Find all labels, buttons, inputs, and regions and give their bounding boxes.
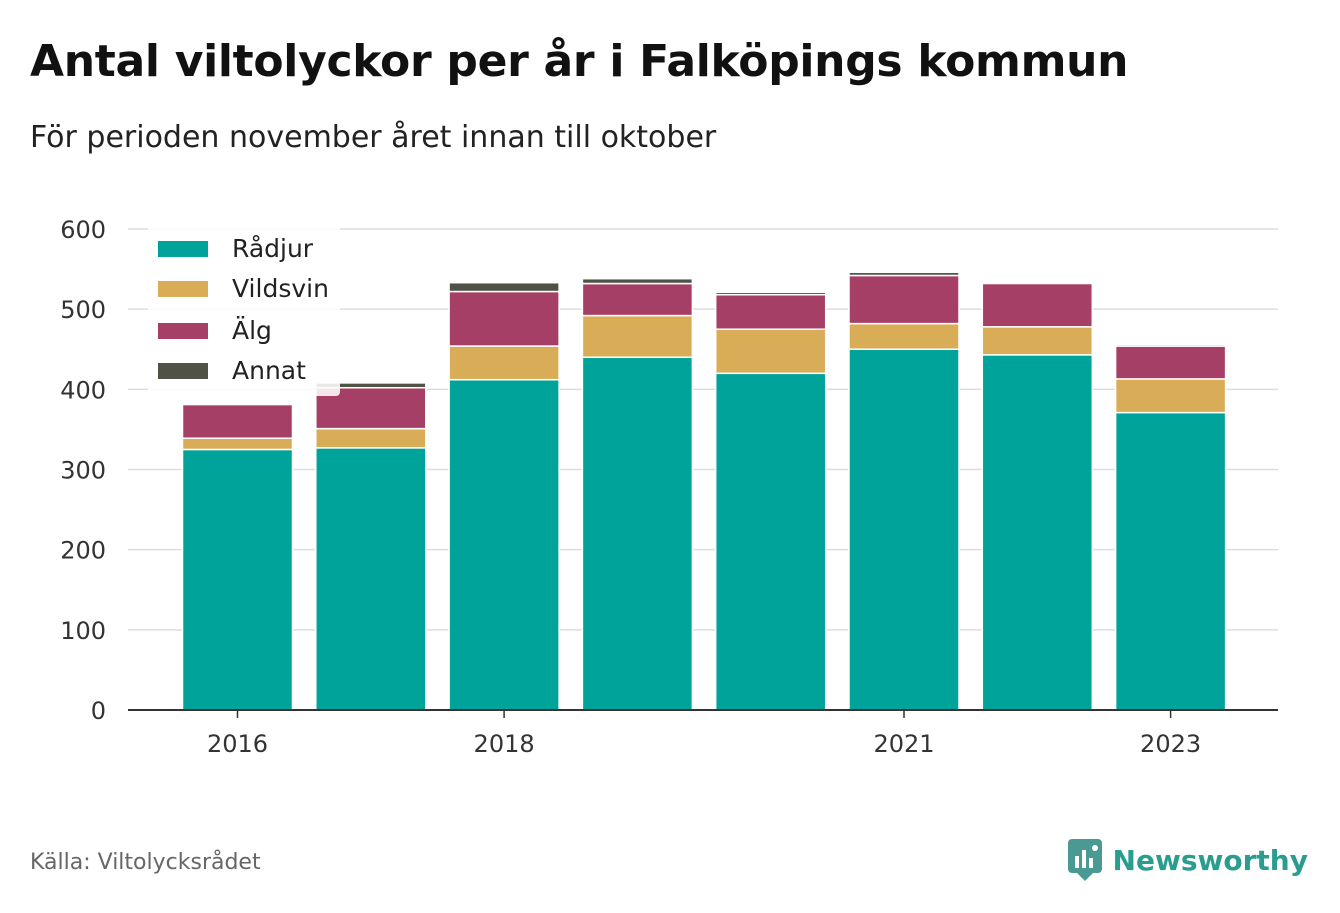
y-tick-label-100: 100 — [60, 617, 106, 645]
x-tick-label-2023: 2023 — [1140, 730, 1201, 758]
legend-item-radjur: Rådjur — [158, 234, 313, 263]
y-tick-label-200: 200 — [60, 537, 106, 565]
bar-2021-series-0 — [848, 348, 960, 711]
legend-label-annat: Annat — [232, 356, 306, 385]
y-tick-label-400: 400 — [60, 376, 106, 404]
newsworthy-logo-icon — [1067, 839, 1102, 881]
legend-label-vildsvin: Vildsvin — [232, 274, 329, 303]
bar-2021-series-1 — [848, 322, 960, 351]
bar-2019-series-3 — [581, 277, 694, 285]
chart-subtitle: För perioden november året innan till ok… — [30, 120, 717, 155]
legend-item-annat: Annat — [158, 356, 306, 385]
y-tick-label-500: 500 — [60, 296, 106, 324]
legend-item-alg: Älg — [158, 316, 272, 345]
bar-2020-series-0 — [714, 372, 827, 711]
bar-2023-series-0 — [1114, 411, 1227, 711]
legend-swatch-vildsvin — [158, 280, 208, 297]
legend-item-vildsvin: Vildsvin — [158, 274, 329, 303]
bar-2019-series-1 — [581, 314, 694, 359]
x-tick-label-2016: 2016 — [207, 730, 268, 758]
legend-swatch-radjur — [158, 240, 208, 257]
bar-2018-series-3 — [448, 281, 560, 293]
bar-2019-series-2 — [581, 282, 694, 317]
brand-logo: Newsworthy — [1067, 838, 1308, 882]
bar-2020-series-3 — [714, 291, 827, 296]
bar-2022-series-1 — [981, 326, 1094, 356]
bar-2023-series-2 — [1114, 345, 1227, 380]
bar-2023-series-1 — [1114, 378, 1227, 414]
bar-2017-series-1 — [315, 427, 427, 449]
source-note: Källa: Viltolycksrådet — [30, 850, 261, 875]
bar-2017-series-0 — [315, 447, 427, 711]
x-tick-label-2018: 2018 — [474, 730, 535, 758]
x-tick-label-2021: 2021 — [873, 730, 934, 758]
bar-2019-series-0 — [581, 356, 694, 711]
bar-2016-series-0 — [181, 448, 294, 711]
bar-2023-series-3 — [1114, 343, 1227, 347]
legend-label-alg: Älg — [232, 316, 272, 345]
bar-2018-series-1 — [448, 345, 560, 381]
bar-2021-series-3 — [848, 271, 960, 277]
bar-2020-series-1 — [714, 328, 827, 375]
bar-2016-series-1 — [181, 437, 294, 451]
bar-2022-series-2 — [981, 282, 1094, 328]
chart-title: Antal viltolyckor per år i Falköpings ko… — [30, 36, 1129, 87]
legend-swatch-alg — [158, 322, 208, 339]
bar-2018-series-0 — [448, 378, 560, 711]
legend-label-radjur: Rådjur — [232, 234, 314, 263]
legend-swatch-annat — [158, 362, 208, 379]
y-tick-label-600: 600 — [60, 216, 106, 244]
bar-2021-series-2 — [848, 274, 960, 325]
bar-2018-series-2 — [448, 290, 560, 347]
bar-2022-series-0 — [981, 354, 1094, 711]
brand-name: Newsworthy — [1112, 843, 1308, 877]
bar-2016-series-2 — [181, 403, 294, 439]
chart-legend: Rådjur Vildsvin Älg Annat — [148, 226, 340, 396]
y-tick-label-300: 300 — [60, 457, 106, 485]
y-tick-label-0: 0 — [91, 697, 106, 725]
bar-2020-series-2 — [714, 293, 827, 330]
